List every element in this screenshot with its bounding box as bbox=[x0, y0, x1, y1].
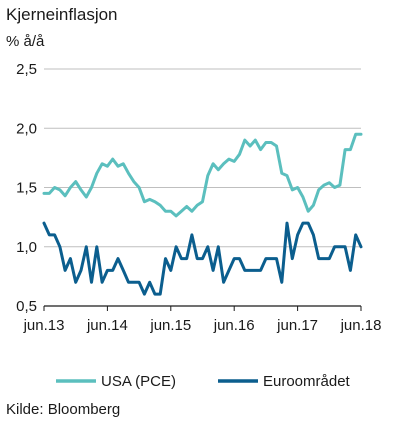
legend-label: Euroområdet bbox=[263, 373, 351, 390]
y-tick-label: 2,5 bbox=[16, 61, 37, 78]
x-tick-label: jun.14 bbox=[86, 317, 128, 334]
x-tick-label: jun.13 bbox=[23, 317, 65, 334]
y-tick-label: 2,0 bbox=[16, 120, 37, 137]
chart-legend: USA (PCE) Euroområdet bbox=[56, 373, 351, 390]
source-note: Kilde: Bloomberg bbox=[6, 401, 120, 418]
x-tick-label: jun.17 bbox=[276, 317, 318, 334]
legend-label: USA (PCE) bbox=[101, 373, 176, 390]
plot-series bbox=[42, 132, 363, 296]
y-tick-label: 0,5 bbox=[16, 298, 37, 315]
chart-title: Kjerneinflasjon bbox=[6, 5, 118, 24]
chart-subtitle: % å/å bbox=[6, 33, 45, 50]
x-tick-label: jun.18 bbox=[340, 317, 382, 334]
y-tick-label: 1,5 bbox=[16, 180, 37, 197]
x-axis-ticks: jun.13 jun.14 jun.15 jun.16 jun.17 jun.18 bbox=[23, 306, 382, 334]
y-tick-label: 1,0 bbox=[16, 239, 37, 256]
series-line-euroomradet bbox=[42, 221, 363, 296]
y-axis-ticks: 0,5 1,0 1,5 2,0 2,5 bbox=[16, 61, 37, 315]
x-tick-label: jun.15 bbox=[149, 317, 191, 334]
series-line-usa-pce bbox=[42, 132, 363, 218]
x-tick-label: jun.16 bbox=[213, 317, 255, 334]
